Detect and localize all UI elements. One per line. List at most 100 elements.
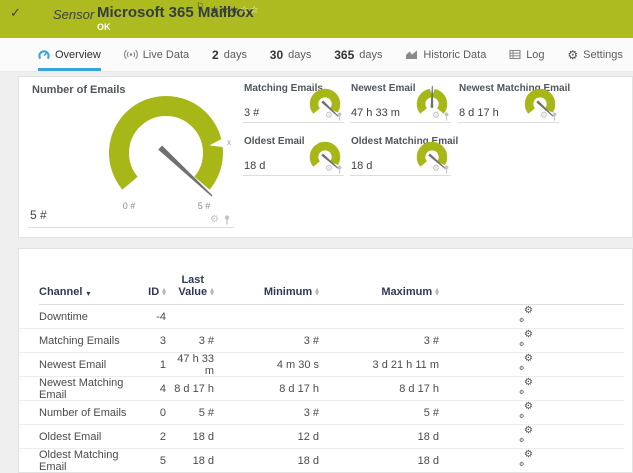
- table-row[interactable]: Oldest Email 2 18 d 12 d 18 d ⚙ ⚙: [19, 425, 624, 449]
- header-divider: [39, 304, 624, 305]
- channel-settings-icon[interactable]: ⚙ ⚙: [519, 304, 533, 324]
- tab-number: 2: [212, 47, 219, 62]
- mini-gauge: [524, 88, 556, 118]
- channel-name: Downtime: [39, 310, 88, 323]
- channel-table-card: Channel ▾ ID ▲ ▼ Last Value ▲ ▼ Minimum ▲ ▼ Max…: [18, 248, 633, 473]
- pin-icon[interactable]: [336, 112, 343, 121]
- tab-live-data[interactable]: Live Data: [123, 38, 190, 71]
- channel-settings-icon[interactable]: ⚙ ⚙: [519, 328, 533, 348]
- channel-settings-icon[interactable]: ⚙ ⚙: [519, 377, 533, 396]
- panel-newest-matching-email: Newest Matching Email 8 d 17 h ⚙: [458, 83, 570, 123]
- panel-value: 3 #: [244, 107, 260, 119]
- minimum-value: 18 d: [297, 455, 319, 467]
- column-header-minimum[interactable]: Minimum ▲ ▼: [263, 286, 319, 298]
- column-header-id[interactable]: ID ▲ ▼: [148, 286, 166, 298]
- gear-icon[interactable]: ⚙: [324, 164, 333, 174]
- last-value: 18 d: [192, 430, 214, 443]
- priority-stars[interactable]: ★★★☆☆: [210, 5, 260, 16]
- minimum-value: 8 d 17 h: [279, 383, 319, 395]
- sensor-title: Microsoft 365 Mailbox: [97, 4, 254, 21]
- gear-icon[interactable]: ⚙: [210, 214, 219, 225]
- panel-oldest-matching-email: Oldest Matching Email 18 d ⚙: [350, 136, 458, 176]
- pin-icon[interactable]: [223, 215, 231, 225]
- channel-name: Number of Emails: [39, 406, 127, 419]
- tab-log[interactable]: Log: [509, 38, 545, 71]
- panel-matching-emails: Matching Emails 3 # ⚙: [243, 83, 344, 123]
- maximum-value: 18 d: [417, 430, 439, 443]
- channel-name: Matching Emails: [39, 334, 120, 347]
- minimum-value: 3 #: [303, 334, 319, 347]
- maximum-value: 8 d 17 h: [399, 383, 439, 395]
- panel-newest-email: Newest Email 47 h 33 m ⚙: [350, 83, 451, 123]
- last-value: 8 d 17 h: [174, 383, 214, 395]
- channel-id: 0: [159, 406, 166, 419]
- sort-arrows-icon: ▲ ▼: [162, 287, 166, 297]
- channel-name: Oldest Email: [39, 430, 102, 443]
- column-header-maximum[interactable]: Maximum ▲ ▼: [381, 286, 439, 298]
- channel-id: 5: [159, 455, 166, 467]
- table-row[interactable]: Number of Emails 0 5 # 3 # 5 # ⚙ ⚙: [19, 401, 624, 425]
- tab-30-days[interactable]: 30 days: [270, 38, 312, 71]
- channel-name: Newest Matching Email: [39, 377, 124, 401]
- panel-value: 18 d: [351, 160, 373, 172]
- panel-oldest-email: Oldest Email 18 d ⚙: [243, 136, 344, 176]
- tab-365-days[interactable]: 365 days: [334, 38, 382, 71]
- signal-icon: [123, 49, 138, 60]
- gear-icon[interactable]: ⚙: [324, 111, 333, 121]
- channel-settings-icon[interactable]: ⚙ ⚙: [519, 353, 533, 372]
- tab-historic-data[interactable]: Historic Data: [405, 38, 486, 71]
- minimum-value: 3 #: [303, 406, 319, 419]
- pin-icon[interactable]: [551, 112, 558, 121]
- stars-empty[interactable]: ☆☆: [239, 5, 260, 16]
- table-row[interactable]: Newest Matching Email 4 8 d 17 h 8 d 17 …: [19, 377, 624, 401]
- sort-caret-icon: ▾: [86, 289, 91, 298]
- tab-settings[interactable]: ⚙ Settings: [567, 38, 623, 71]
- tab-overview[interactable]: Overview: [38, 38, 101, 71]
- table-row[interactable]: Matching Emails 3 3 # 3 # 3 # ⚙ ⚙: [19, 329, 624, 353]
- channel-id: -4: [156, 310, 166, 323]
- table-row[interactable]: Oldest Matching Email 5 18 d 18 d 18 d ⚙…: [19, 449, 624, 473]
- main-gauge-value: 5 #: [30, 208, 47, 222]
- pin-icon[interactable]: [443, 112, 450, 121]
- panel-title: Newest Matching Email: [459, 83, 571, 94]
- gear-icon[interactable]: ⚙: [539, 111, 548, 121]
- column-header-channel[interactable]: Channel ▾: [39, 286, 91, 298]
- last-value: 18 d: [192, 455, 214, 467]
- tab-label: Overview: [55, 48, 101, 61]
- area-chart-icon: [406, 50, 418, 59]
- gauge-peak-marker: [209, 138, 225, 148]
- gear-icon[interactable]: ⚙: [431, 111, 440, 121]
- channel-settings-icon[interactable]: ⚙ ⚙: [519, 449, 533, 468]
- tab-label: Historic Data: [423, 48, 487, 61]
- tab-label: days: [223, 48, 247, 61]
- priority-flag-icon[interactable]: ⚐: [196, 2, 205, 12]
- object-kind-label: Sensor: [53, 7, 95, 22]
- panel-value: 47 h 33 m: [351, 107, 400, 119]
- minimum-value: 4 m 30 s: [276, 359, 319, 371]
- stars-filled[interactable]: ★★★: [210, 5, 240, 16]
- maximum-value: 18 d: [417, 455, 439, 467]
- tab-number: 365: [334, 47, 355, 62]
- tab-2-days[interactable]: 2 days: [212, 38, 247, 71]
- gear-icon[interactable]: ⚙: [431, 164, 440, 174]
- gauge-marker-label: x: [227, 138, 231, 147]
- status-check-icon: ✓: [10, 6, 21, 21]
- tab-number: 30: [269, 47, 284, 62]
- table-header-row: Channel ▾ ID ▲ ▼ Last Value ▲ ▼ Minimum ▲ ▼ Max…: [19, 269, 632, 298]
- table-row[interactable]: Downtime -4 ⚙ ⚙: [19, 305, 624, 329]
- channel-settings-icon[interactable]: ⚙ ⚙: [519, 400, 533, 420]
- main-gauge-title: Number of Emails: [32, 84, 126, 96]
- last-value: 3 #: [198, 334, 214, 347]
- pin-icon[interactable]: [336, 165, 343, 174]
- gear-icon: ⚙: [567, 47, 579, 62]
- channel-name: Newest Email: [39, 359, 107, 371]
- channel-id: 2: [159, 430, 166, 443]
- channel-id: 4: [159, 383, 166, 395]
- channel-settings-icon[interactable]: ⚙ ⚙: [519, 424, 533, 444]
- tab-label: Live Data: [142, 48, 190, 61]
- table-row[interactable]: Newest Email 1 47 h 33 m 4 m 30 s 3 d 21…: [19, 353, 624, 377]
- overview-card: Number of Emails x 0 # 5 # 5 # ⚙ Matchin…: [18, 76, 633, 238]
- pin-icon[interactable]: [443, 165, 450, 174]
- column-header-last-value[interactable]: Last Value ▲ ▼: [178, 274, 214, 298]
- panel-title: Oldest Matching Email: [351, 136, 459, 147]
